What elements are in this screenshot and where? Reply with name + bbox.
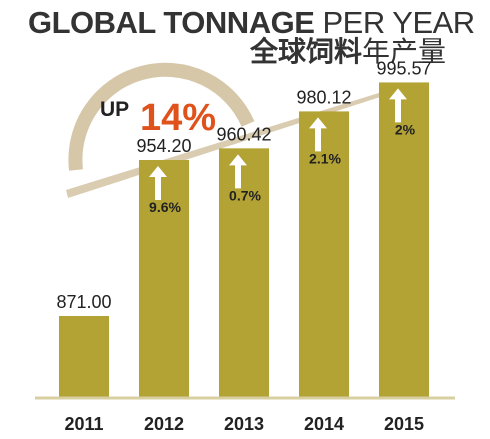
growth-label-2012: 9.6% [149,199,181,215]
bar-2015 [379,82,429,398]
value-label-2011: 871.00 [56,292,111,312]
growth-label-2015: 2% [395,121,416,137]
callout-value: 14% [140,97,216,139]
title-en-light: PER YEAR [314,5,475,40]
title-en-bold: GLOBAL TONNAGE [28,5,315,40]
value-label-2015: 995.57 [376,58,431,78]
title-cn-light: 年产量 [362,36,447,67]
growth-arrow-icon [309,117,327,152]
growth-arrow-icon [149,166,167,200]
bar-2012 [139,160,189,397]
bar-2014 [299,111,349,398]
growth-arrow-icon [389,88,407,123]
growth-arrow-icon [229,154,247,189]
category-label-2015: 2015 [384,414,424,434]
growth-label-2014: 2.1% [309,150,341,166]
value-label-2013: 960.42 [216,124,271,144]
value-label-2012: 954.20 [136,136,191,156]
growth-label-2013: 0.7% [229,187,261,203]
category-label-2014: 2014 [304,414,344,434]
value-label-2014: 980.12 [296,87,351,107]
bar-2011 [59,316,109,397]
title-cn-bold: 全球饲料 [250,36,363,67]
callout-arc [68,62,255,171]
chart-title-cn: 全球饲料年产量 [250,36,446,68]
category-label-2013: 2013 [224,414,264,434]
bar-2013 [219,148,269,397]
chart-title-en: GLOBAL TONNAGE PER YEAR [28,6,475,40]
callout-prefix: UP [100,98,129,121]
category-label-2011: 2011 [64,414,103,434]
category-label-2012: 2012 [144,414,184,434]
